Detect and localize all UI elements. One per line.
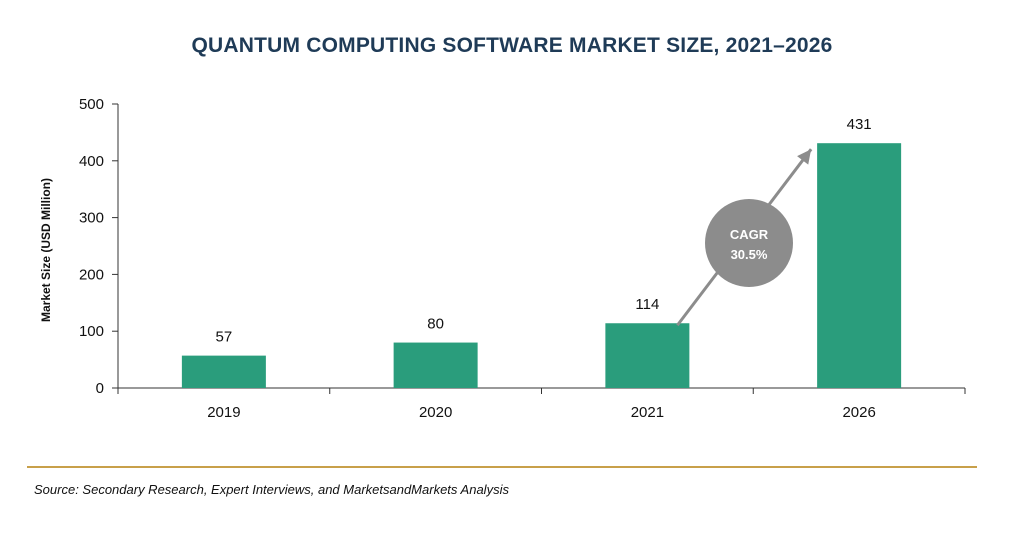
cagr-arrow-head [797, 149, 812, 165]
chart-labels: 57 2019 80 2020 114 2021 431 2026 [207, 116, 876, 421]
y-tick-label: 0 [96, 380, 104, 397]
bar [181, 355, 266, 388]
bar-value-label: 80 [427, 316, 444, 333]
cagr-annotation: CAGR 30.5% [676, 148, 813, 327]
x-tick-label: 2026 [842, 404, 875, 421]
cagr-label: CAGR [730, 227, 769, 242]
source-divider [27, 466, 977, 468]
x-tick-label: 2020 [419, 404, 452, 421]
y-tick-label: 400 [79, 153, 104, 170]
cagr-bubble [705, 199, 793, 287]
bar-chart: 0 100 200 300 400 500 Market Size (USD Million… [39, 96, 966, 421]
bar [605, 323, 690, 388]
bar-value-label: 57 [216, 329, 233, 346]
bar-value-label: 431 [847, 116, 872, 133]
x-tick-label: 2021 [631, 404, 664, 421]
source-note: Source: Secondary Research, Expert Inter… [34, 482, 509, 497]
chart-axes: 0 100 200 300 400 500 Market Size (USD Million… [39, 96, 966, 397]
bar [393, 342, 478, 388]
cagr-value: 30.5% [731, 247, 768, 262]
y-tick-label: 300 [79, 210, 104, 227]
y-axis-label: Market Size (USD Million) [39, 178, 53, 322]
y-tick-label: 100 [79, 323, 104, 340]
chart-title: QUANTUM COMPUTING SOFTWARE MARKET SIZE, … [191, 34, 833, 57]
bar-value-label: 114 [635, 296, 659, 313]
y-tick-label: 500 [79, 96, 104, 113]
y-tick-label: 200 [79, 266, 104, 283]
bar [817, 143, 902, 388]
x-tick-label: 2019 [207, 404, 240, 421]
chart-bars [181, 143, 902, 388]
